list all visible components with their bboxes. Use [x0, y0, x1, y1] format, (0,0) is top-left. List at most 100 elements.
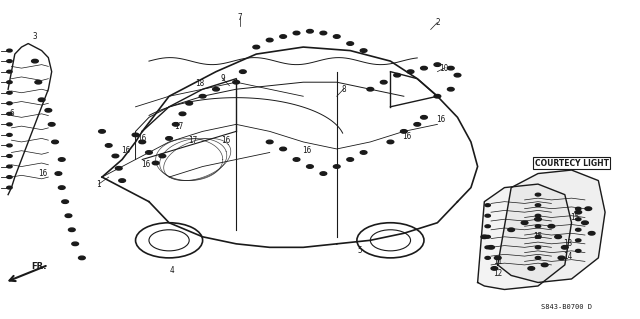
Circle shape — [575, 218, 581, 221]
Circle shape — [548, 225, 555, 228]
Circle shape — [119, 179, 125, 182]
Circle shape — [575, 211, 582, 214]
Circle shape — [485, 225, 490, 228]
Text: 4: 4 — [170, 266, 175, 275]
Circle shape — [494, 256, 501, 260]
Circle shape — [558, 256, 565, 260]
Circle shape — [79, 256, 85, 260]
Text: 10: 10 — [440, 64, 449, 73]
Text: 12: 12 — [493, 269, 502, 278]
Circle shape — [528, 267, 534, 270]
Circle shape — [7, 49, 12, 52]
Circle shape — [186, 101, 193, 105]
Text: 2: 2 — [435, 18, 440, 27]
Text: 16: 16 — [38, 169, 47, 178]
Circle shape — [212, 87, 220, 91]
Circle shape — [541, 263, 548, 267]
Text: 16: 16 — [403, 132, 412, 141]
Circle shape — [239, 70, 246, 73]
Text: 16: 16 — [436, 115, 445, 123]
Circle shape — [320, 172, 326, 175]
Text: 16: 16 — [302, 146, 311, 155]
Circle shape — [179, 112, 186, 115]
Circle shape — [106, 144, 112, 147]
Circle shape — [481, 235, 488, 239]
Circle shape — [35, 80, 42, 84]
Circle shape — [253, 45, 260, 49]
Circle shape — [508, 228, 515, 232]
Text: 15: 15 — [533, 232, 543, 241]
Polygon shape — [477, 184, 572, 290]
Circle shape — [491, 267, 498, 270]
Circle shape — [347, 158, 353, 161]
Text: 16: 16 — [141, 160, 150, 169]
Circle shape — [394, 73, 401, 77]
Circle shape — [535, 235, 541, 238]
Text: 3: 3 — [33, 32, 37, 41]
Circle shape — [293, 158, 300, 161]
Circle shape — [420, 115, 428, 119]
Circle shape — [7, 155, 12, 157]
Circle shape — [45, 108, 52, 112]
Circle shape — [293, 31, 300, 35]
Text: 15: 15 — [570, 213, 579, 222]
Text: 16: 16 — [138, 134, 147, 143]
Circle shape — [112, 154, 119, 158]
Circle shape — [380, 80, 387, 84]
Circle shape — [55, 172, 61, 175]
Circle shape — [49, 122, 55, 126]
Circle shape — [99, 130, 106, 133]
Circle shape — [485, 235, 490, 238]
Text: 14: 14 — [564, 252, 573, 261]
Circle shape — [7, 70, 12, 73]
Circle shape — [333, 165, 340, 168]
Circle shape — [555, 235, 561, 239]
Circle shape — [535, 225, 541, 228]
Circle shape — [199, 94, 206, 98]
Circle shape — [72, 242, 79, 246]
Circle shape — [65, 214, 72, 218]
Circle shape — [7, 91, 12, 94]
Circle shape — [535, 193, 541, 196]
Circle shape — [447, 66, 454, 70]
Circle shape — [166, 137, 172, 140]
Circle shape — [38, 98, 45, 101]
Circle shape — [52, 140, 58, 144]
Circle shape — [420, 66, 428, 70]
Circle shape — [387, 140, 394, 144]
Circle shape — [159, 154, 166, 158]
Circle shape — [454, 73, 461, 77]
Circle shape — [139, 140, 146, 144]
Text: S843-B0700 D: S843-B0700 D — [541, 304, 591, 310]
Circle shape — [485, 214, 490, 217]
Circle shape — [535, 214, 541, 217]
Text: 9: 9 — [220, 74, 225, 83]
Circle shape — [401, 130, 407, 133]
Circle shape — [146, 151, 152, 154]
Circle shape — [58, 186, 65, 189]
Circle shape — [280, 147, 287, 151]
Circle shape — [414, 122, 420, 126]
Text: 13: 13 — [564, 239, 573, 248]
Circle shape — [266, 140, 273, 144]
Circle shape — [447, 87, 454, 91]
Text: COURTECY LIGHT: COURTECY LIGHT — [534, 159, 609, 167]
Text: 16: 16 — [121, 146, 130, 155]
Circle shape — [535, 246, 541, 249]
Text: 17: 17 — [188, 136, 197, 145]
Circle shape — [266, 38, 273, 42]
Text: 7: 7 — [237, 13, 242, 22]
Text: 1: 1 — [97, 180, 101, 189]
Circle shape — [152, 161, 159, 165]
Circle shape — [7, 112, 12, 115]
Circle shape — [7, 186, 12, 189]
Text: 16: 16 — [221, 136, 230, 145]
Circle shape — [58, 158, 65, 161]
Circle shape — [575, 207, 581, 210]
Circle shape — [7, 60, 12, 63]
Circle shape — [360, 151, 367, 154]
Circle shape — [407, 70, 414, 73]
Circle shape — [582, 221, 588, 225]
Circle shape — [534, 218, 541, 221]
Circle shape — [31, 59, 38, 63]
